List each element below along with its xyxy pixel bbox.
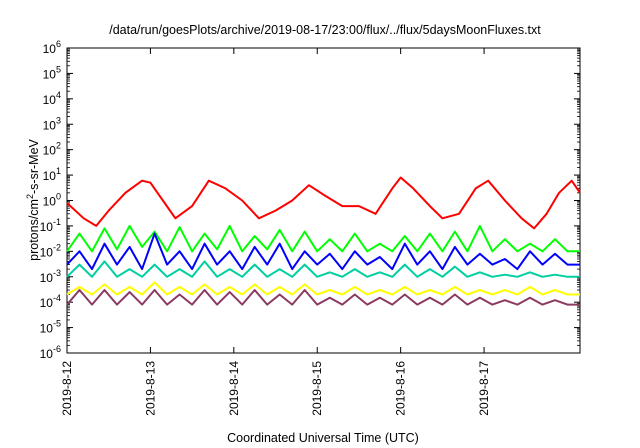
series-line-1 <box>66 176 581 230</box>
x-tick-label: 2019-8-13 <box>143 361 157 416</box>
y-tick-label: 104 <box>43 90 61 107</box>
y-tick-exponent: -5 <box>53 319 61 329</box>
y-tick-exponent: -3 <box>53 268 61 278</box>
y-tick-exponent: -4 <box>53 293 61 303</box>
y-tick-label: 106 <box>43 39 61 56</box>
y-axis-label: protons/cm2-s-sr-MeV <box>25 138 41 260</box>
y-tick-label: 101 <box>43 166 61 183</box>
y-tick-label: 10-1 <box>40 217 61 234</box>
y-tick-exponent: 1 <box>56 166 61 176</box>
y-tick-base: 10 <box>43 144 57 158</box>
y-tick-exponent: 4 <box>56 90 61 100</box>
series-line-5 <box>66 281 580 296</box>
x-axis-label: Coordinated Universal Time (UTC) <box>227 431 419 445</box>
plot-area <box>66 47 581 354</box>
y-tick-base: 10 <box>40 296 54 310</box>
series-line-6 <box>66 289 580 306</box>
x-tick-label: 2019-8-15 <box>310 361 324 416</box>
y-tick-exponent: -2 <box>53 242 61 252</box>
series-line-4 <box>66 260 580 278</box>
x-tick-label: 2019-8-17 <box>477 361 491 416</box>
y-tick-base: 10 <box>40 347 54 361</box>
y-tick-base: 10 <box>43 118 57 132</box>
y-tick-exponent: 2 <box>56 141 61 151</box>
y-tick-label: 10-6 <box>40 344 61 361</box>
y-tick-exponent: -6 <box>53 344 61 354</box>
y-tick-exponent: 6 <box>56 39 61 49</box>
y-tick-exponent: -1 <box>53 217 61 227</box>
y-axis-label-sup: 2 <box>25 194 35 199</box>
y-tick-label: 10-5 <box>40 319 61 336</box>
x-tick-label: 2019-8-12 <box>60 361 74 416</box>
series-line-2 <box>66 224 580 253</box>
y-tick-base: 10 <box>43 195 57 209</box>
y-tick-exponent: 3 <box>56 115 61 125</box>
y-tick-label: 10-4 <box>40 293 61 310</box>
y-tick-base: 10 <box>43 67 57 81</box>
y-tick-label: 10-2 <box>40 242 61 259</box>
y-tick-label: 105 <box>43 64 61 81</box>
x-tick-label: 2019-8-14 <box>227 361 241 416</box>
x-axis: 2019-8-12 2019-8-13 2019-8-14 2019-8-15 2019… <box>60 48 491 416</box>
series-layer <box>66 176 581 306</box>
y-axis-label-post: -s-sr-MeV <box>27 138 41 194</box>
x-tick-label: 2019-8-16 <box>394 361 408 416</box>
y-tick-base: 10 <box>40 322 54 336</box>
y-tick-base: 10 <box>43 169 57 183</box>
y-tick-label: 10-3 <box>40 268 61 285</box>
y-tick-base: 10 <box>43 93 57 107</box>
y-tick-base: 10 <box>40 245 54 259</box>
y-tick-label: 103 <box>43 115 61 132</box>
y-axis: 10-610-510-410-310-210-11001011021031041… <box>40 39 580 361</box>
chart-title: /data/run/goesPlots/archive/2019-08-17/2… <box>109 23 541 37</box>
y-tick-base: 10 <box>40 220 54 234</box>
y-tick-base: 10 <box>40 271 54 285</box>
y-tick-label: 102 <box>43 141 61 158</box>
y-axis-label-pre: protons/cm <box>27 199 41 261</box>
y-tick-base: 10 <box>43 42 57 56</box>
y-tick-exponent: 5 <box>56 64 61 74</box>
y-tick-exponent: 0 <box>56 192 61 202</box>
series-line-3 <box>66 232 580 271</box>
y-tick-label: 100 <box>43 192 61 209</box>
